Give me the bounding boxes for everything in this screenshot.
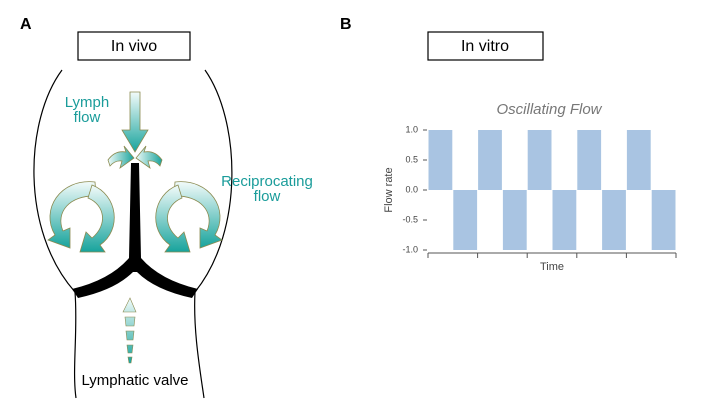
small-arrow [122,297,137,364]
bar [453,190,478,250]
annotation: Lymph [65,94,109,111]
panel-letter: B [340,16,352,33]
vessel-wall [194,69,233,399]
y-tick-label: 0.0 [405,184,418,194]
plot: -1.0 -0.5 0.0 0.5 1.0 [402,124,677,258]
bar [552,190,577,250]
bar [651,190,676,250]
y-tick-label: 0.5 [405,154,418,164]
bar [478,130,502,190]
label-box [427,31,544,61]
arrow [47,181,97,249]
chart-title: Oscillating Flow [496,101,602,118]
vessel-wall [33,69,77,399]
bar [602,190,626,250]
bar [502,190,527,250]
bar [428,130,453,190]
annotation: Reciprocating [221,173,313,190]
arrow [121,91,149,153]
bar [527,130,552,190]
box-label: In vitro [461,38,509,55]
y-axis-label: Flow rate [383,167,395,212]
panel-letter: A [20,16,32,33]
y-tick-label: -1.0 [402,244,418,254]
annotation: flow [254,188,281,205]
arrow [135,145,163,169]
bar [577,130,602,190]
arrow [79,184,115,253]
label-box [77,31,191,61]
arrow [173,181,223,249]
caption: Lymphatic valve [82,372,189,389]
valve-leaflets [72,163,198,298]
y-tick-label: -0.5 [402,214,418,224]
y-tick-label: 1.0 [405,124,418,134]
bar [626,130,651,190]
x-axis-label: Time [540,261,564,273]
annotation: flow [74,109,101,126]
arrow [155,184,191,253]
arrow [107,145,135,169]
box-label: In vivo [111,38,157,55]
